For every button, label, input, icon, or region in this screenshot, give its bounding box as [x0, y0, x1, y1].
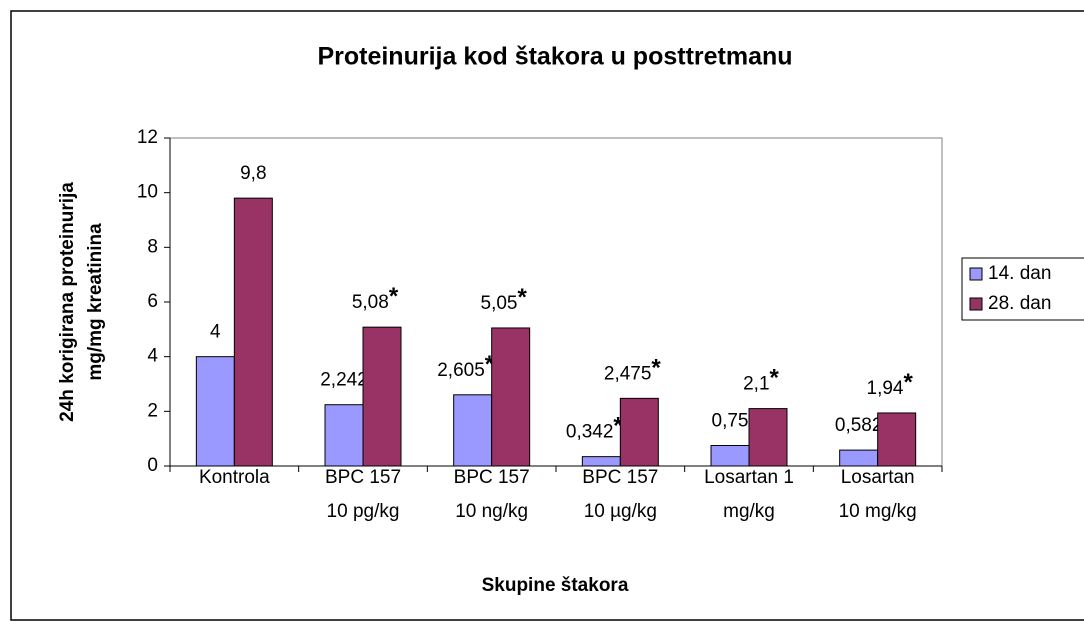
legend-label: 28. dan	[988, 293, 1051, 314]
x-tick-label: 10 pg/kg	[327, 501, 400, 522]
bar	[195, 356, 235, 467]
bar	[491, 327, 531, 467]
value-label-text: 0,582	[835, 415, 883, 436]
chart-title: Proteinurija kod štakora u posttretmanu	[317, 43, 792, 71]
value-label-text: 5,05	[481, 293, 518, 314]
x-tick-label: BPC 157	[582, 467, 658, 488]
value-label: 5,05*	[481, 284, 528, 314]
y-axis-title: 24h korigirana proteinurija mg/mg kreati…	[57, 182, 106, 422]
value-label: 0,342*	[566, 413, 624, 443]
significance-marker: *	[770, 365, 780, 392]
value-label-text: 4	[210, 322, 221, 343]
significance-marker: *	[389, 283, 399, 310]
plot-area	[169, 137, 943, 467]
significance-marker: *	[903, 369, 913, 396]
y-tick-label: 8	[147, 236, 158, 257]
value-label: 4	[210, 322, 221, 343]
value-label-text: 0,75	[712, 411, 749, 432]
value-label: 2,475*	[604, 355, 662, 385]
x-tick-label: Losartan 1	[704, 467, 794, 488]
x-tick-label: Losartan	[841, 467, 915, 488]
value-label-text: 2,1	[743, 374, 769, 395]
y-tick-label: 6	[147, 291, 158, 312]
legend-swatch	[969, 297, 983, 311]
x-tick-label: 10 µg/kg	[584, 501, 657, 522]
y-tick-label: 10	[137, 182, 158, 203]
bar	[619, 397, 659, 467]
bar	[748, 408, 788, 467]
bar	[324, 404, 364, 467]
legend-label: 14. dan	[988, 263, 1051, 284]
value-label-text: 2,605	[437, 360, 485, 381]
legend-swatch	[969, 267, 983, 281]
y-axis-title-line: mg/mg kreatinina	[85, 223, 106, 381]
value-label-text: 2,242	[320, 370, 368, 391]
x-tick-label: 10 ng/kg	[455, 501, 528, 522]
significance-marker: *	[517, 284, 527, 311]
bar	[581, 456, 621, 467]
value-label: 5,08*	[352, 283, 399, 313]
value-label-text: 9,8	[240, 163, 266, 184]
bar	[453, 394, 493, 467]
x-tick-label: 10 mg/kg	[839, 501, 917, 522]
x-axis-title: Skupine štakora	[482, 575, 629, 596]
value-label-text: 2,475	[604, 363, 652, 384]
legend: 14. dan 28. dan	[961, 257, 1084, 321]
bar	[233, 197, 273, 467]
bar	[362, 326, 402, 467]
x-tick-label: Kontrola	[199, 467, 270, 488]
y-tick-label: 0	[147, 455, 158, 476]
value-label: 0,75	[712, 411, 749, 432]
value-label: 2,605*	[437, 351, 495, 381]
value-label-text: 1,94	[867, 378, 904, 399]
significance-marker: *	[651, 355, 661, 382]
value-label: 1,94*	[867, 369, 914, 399]
value-label: 2,1*	[743, 365, 779, 395]
bar	[710, 445, 750, 467]
value-label-text: 0,342	[566, 422, 614, 443]
significance-marker: *	[485, 351, 495, 378]
bar	[877, 412, 917, 467]
significance-marker: *	[613, 413, 623, 440]
y-tick-label: 4	[147, 346, 158, 367]
value-label: 0,582	[835, 415, 883, 436]
value-label-text: 5,08	[352, 292, 389, 313]
x-tick-label: BPC 157	[325, 467, 401, 488]
y-tick-label: 12	[137, 127, 158, 148]
y-axis-title-line: 24h korigirana proteinurija	[57, 182, 78, 422]
bar	[839, 449, 879, 467]
value-label: 2,242	[320, 370, 368, 391]
value-label: 9,8	[240, 163, 266, 184]
y-tick-label: 2	[147, 400, 158, 421]
x-tick-label: BPC 157	[454, 467, 530, 488]
x-tick-label: mg/kg	[723, 501, 775, 522]
